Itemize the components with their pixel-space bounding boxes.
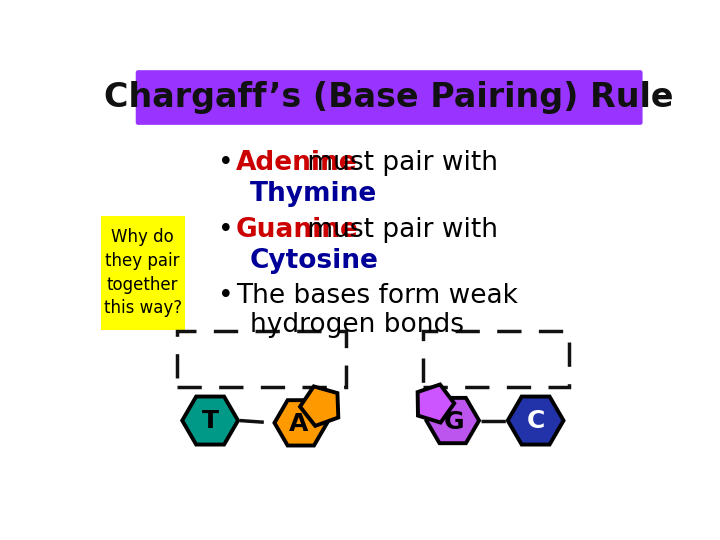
Text: •: • (218, 150, 233, 177)
Text: Chargaff’s (Base Pairing) Rule: Chargaff’s (Base Pairing) Rule (104, 82, 674, 114)
Text: T: T (202, 409, 219, 433)
Polygon shape (274, 400, 327, 445)
Text: must pair with: must pair with (300, 217, 498, 244)
Text: Guanine: Guanine (235, 217, 359, 244)
Polygon shape (182, 396, 238, 444)
Polygon shape (300, 387, 338, 426)
Text: Why do
they pair
together
this way?: Why do they pair together this way? (104, 228, 181, 317)
Polygon shape (508, 396, 564, 444)
Text: •: • (218, 283, 233, 309)
Text: C: C (526, 409, 545, 433)
Text: Thymine: Thymine (250, 181, 377, 207)
Text: Adenine: Adenine (235, 150, 357, 177)
FancyBboxPatch shape (136, 70, 642, 125)
Text: must pair with: must pair with (300, 150, 498, 177)
FancyBboxPatch shape (101, 217, 184, 330)
Text: The bases form weak: The bases form weak (235, 283, 518, 309)
Polygon shape (426, 398, 479, 443)
Text: G: G (444, 410, 464, 434)
Text: hydrogen bonds: hydrogen bonds (250, 312, 464, 338)
Text: Cytosine: Cytosine (250, 248, 379, 274)
Polygon shape (418, 384, 454, 423)
Text: A: A (289, 413, 308, 436)
Text: •: • (218, 217, 233, 244)
